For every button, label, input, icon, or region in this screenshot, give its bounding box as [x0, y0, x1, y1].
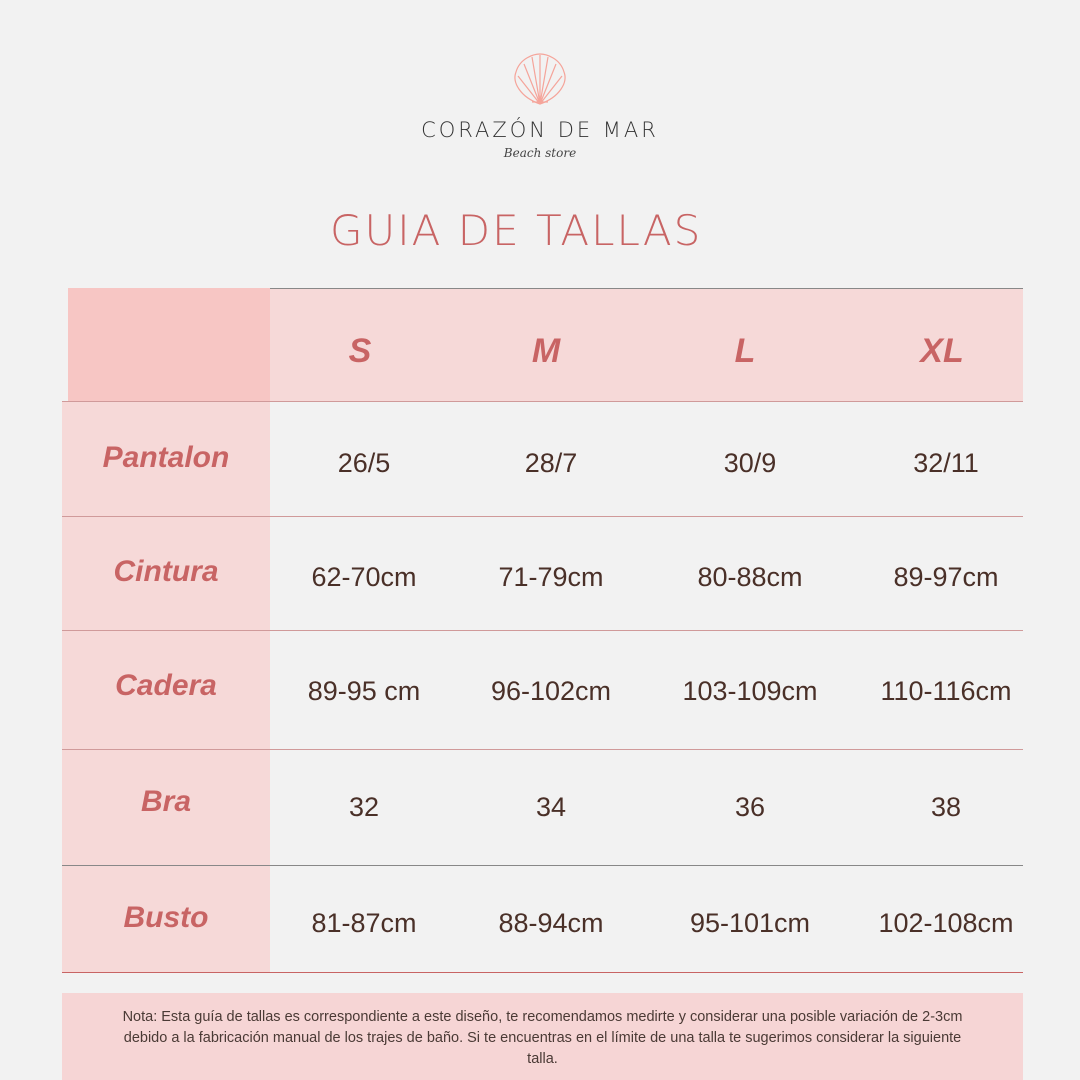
size-header-s: S — [348, 332, 372, 370]
page-title: GUIA DE TALLAS — [330, 206, 703, 255]
size-note: Nota: Esta guía de tallas es correspondi… — [62, 993, 1023, 1080]
table-cell: 95-101cm — [689, 908, 811, 938]
row-label-pantalon: Pantalon — [102, 441, 230, 474]
size-header-l: L — [734, 332, 756, 370]
brand-name: CORAZÓN DE MAR — [421, 118, 659, 142]
table-cell: 110-116cm — [880, 676, 1012, 706]
row-divider — [62, 749, 1023, 750]
table-cell: 71-79cm — [498, 562, 604, 592]
table-cell: 103-109cm — [682, 676, 818, 706]
seashell-icon — [514, 53, 566, 105]
table-cell: 38 — [930, 792, 962, 822]
row-divider — [62, 516, 1023, 517]
table-cell: 80-88cm — [697, 562, 803, 592]
table-cell: 32 — [348, 792, 380, 822]
row-divider — [62, 972, 1023, 973]
table-cell: 32/11 — [913, 448, 979, 478]
brand-tagline: Beach store — [503, 146, 577, 160]
table-cell: 89-95 cm — [307, 676, 421, 706]
header-corner-cell — [68, 288, 270, 401]
row-label-cadera: Cadera — [115, 669, 217, 702]
row-divider — [62, 865, 1023, 866]
size-header-m: M — [531, 332, 561, 370]
table-cell: 30/9 — [723, 448, 777, 478]
table-cell: 26/5 — [337, 448, 391, 478]
row-divider — [62, 401, 1023, 402]
row-divider — [62, 630, 1023, 631]
table-cell: 36 — [734, 792, 766, 822]
row-label-busto: Busto — [123, 901, 209, 934]
table-cell: 89-97cm — [893, 562, 999, 592]
row-label-bra: Bra — [140, 785, 192, 818]
table-cell: 62-70cm — [311, 562, 417, 592]
table-cell: 28/7 — [524, 448, 578, 478]
row-label-cintura: Cintura — [113, 555, 219, 588]
table-cell: 34 — [535, 792, 567, 822]
table-cell: 88-94cm — [498, 908, 604, 938]
table-cell: 96-102cm — [490, 676, 612, 706]
size-header-xl: XL — [920, 332, 964, 370]
measure-label-column — [62, 401, 270, 972]
table-cell: 102-108cm — [878, 908, 1014, 938]
table-cell: 81-87cm — [311, 908, 417, 938]
